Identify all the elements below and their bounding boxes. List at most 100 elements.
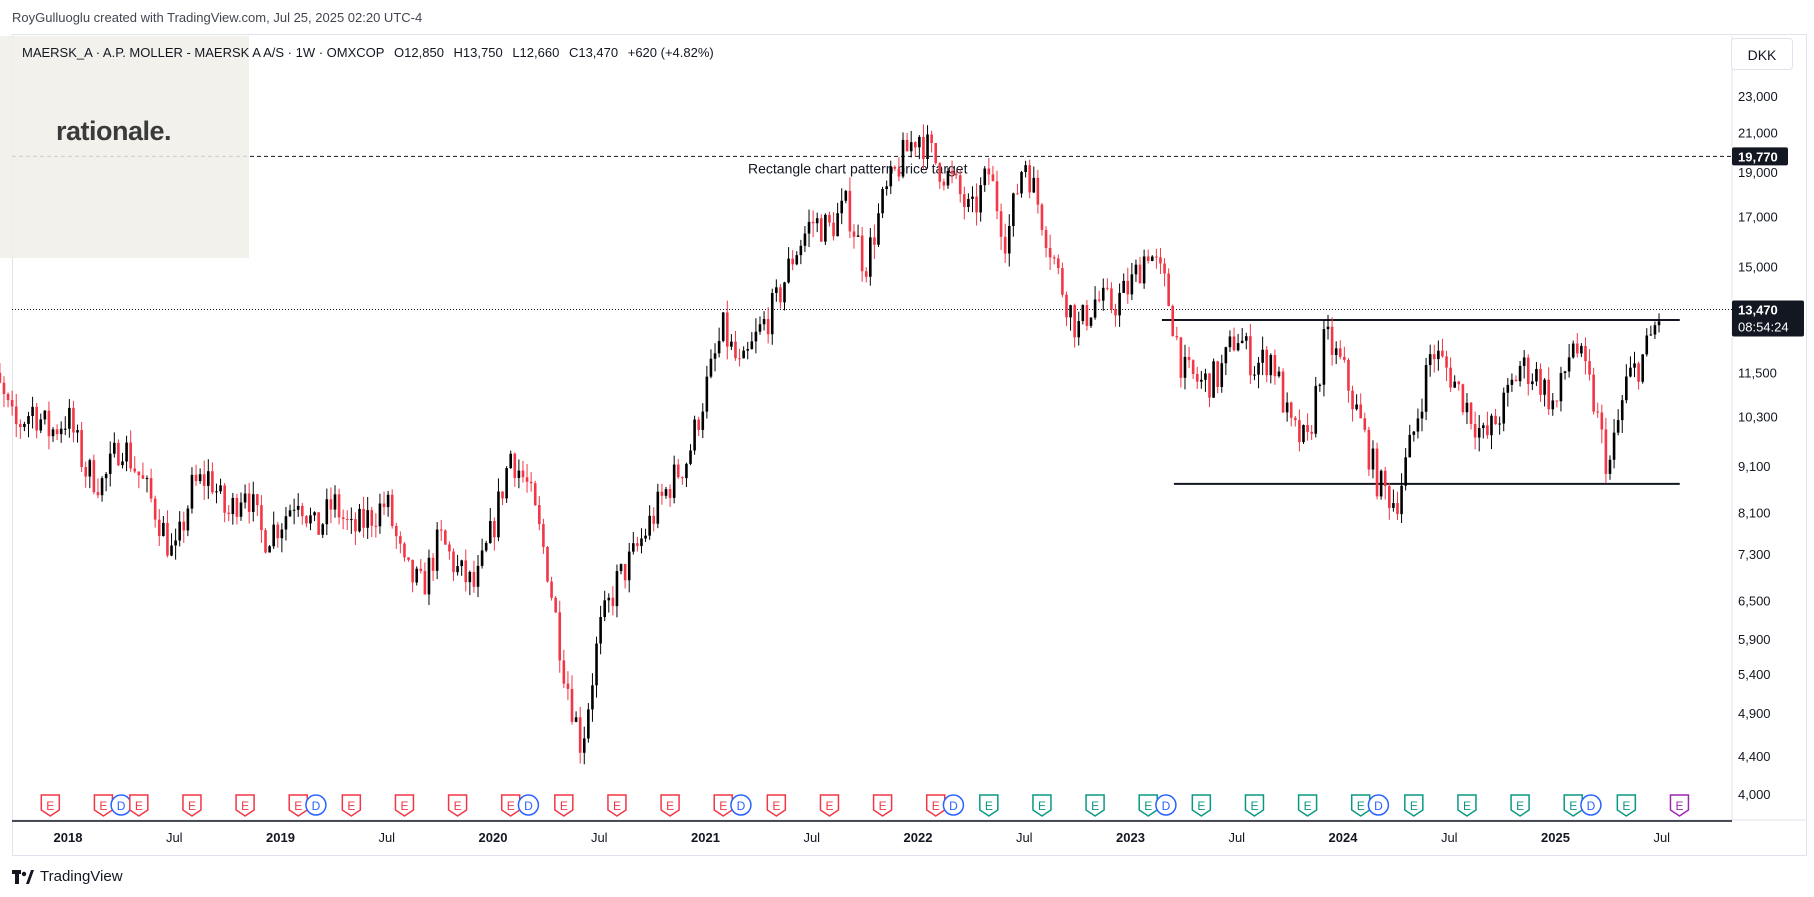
candle bbox=[587, 703, 590, 743]
candle-body bbox=[1600, 412, 1604, 430]
candle bbox=[1338, 340, 1342, 360]
candle-body bbox=[493, 521, 496, 538]
currency-button[interactable]: DKK bbox=[1731, 38, 1793, 70]
candle bbox=[1531, 373, 1534, 391]
candle-body bbox=[1596, 411, 1600, 413]
candle-body bbox=[251, 494, 255, 512]
candle bbox=[1514, 375, 1518, 382]
candle-body bbox=[1486, 425, 1489, 436]
candle-body bbox=[113, 442, 116, 454]
candle-body bbox=[623, 564, 627, 581]
candle-body bbox=[1163, 263, 1166, 274]
candle bbox=[987, 157, 991, 185]
earnings-marker: E bbox=[182, 794, 202, 817]
x-tick-label: 2025 bbox=[1541, 830, 1570, 845]
candle bbox=[350, 507, 353, 534]
candle-body bbox=[1580, 345, 1583, 354]
candle bbox=[795, 251, 799, 266]
dividend-marker-shape bbox=[730, 794, 752, 816]
candle bbox=[76, 424, 79, 443]
candle bbox=[693, 415, 696, 455]
candle bbox=[1588, 349, 1591, 381]
candle bbox=[509, 450, 513, 469]
candle-body bbox=[1048, 247, 1052, 258]
candle bbox=[1563, 370, 1567, 380]
event-marker-letter: D bbox=[1587, 799, 1596, 813]
candle-body bbox=[1616, 420, 1620, 433]
candle bbox=[881, 186, 884, 219]
candle bbox=[770, 288, 774, 345]
candle bbox=[570, 675, 574, 725]
candle bbox=[1555, 400, 1559, 408]
candle bbox=[59, 421, 63, 443]
tradingview-brand[interactable]: TradingView bbox=[12, 868, 123, 885]
candle bbox=[550, 576, 553, 601]
x-tick-label: 2020 bbox=[479, 830, 508, 845]
candle bbox=[877, 203, 880, 247]
candle bbox=[129, 430, 132, 472]
candle bbox=[525, 463, 529, 493]
candle bbox=[1616, 409, 1620, 436]
candle bbox=[1653, 321, 1657, 340]
candle bbox=[166, 510, 169, 558]
candle bbox=[566, 671, 570, 701]
y-tick-label: 9,100 bbox=[1738, 459, 1771, 474]
candle-body bbox=[427, 557, 431, 595]
candle-body bbox=[1097, 299, 1101, 301]
candle-body bbox=[382, 503, 386, 508]
event-marker-letter: E bbox=[1569, 799, 1577, 813]
candle-body bbox=[697, 419, 700, 430]
candle-body bbox=[178, 521, 181, 541]
candle bbox=[174, 528, 177, 560]
candle bbox=[1277, 366, 1281, 378]
candle-body bbox=[844, 190, 848, 201]
candle-body bbox=[725, 312, 729, 347]
brand-name: TradingView bbox=[40, 868, 123, 885]
candle-body bbox=[362, 508, 365, 528]
candle-body bbox=[954, 173, 958, 176]
candle-body bbox=[1085, 305, 1089, 326]
earnings-marker-shape bbox=[1350, 794, 1371, 817]
candle-body bbox=[133, 468, 137, 472]
legend-high: H13,750 bbox=[453, 45, 503, 60]
candle bbox=[1003, 223, 1007, 263]
candle-body bbox=[1269, 354, 1273, 376]
earnings-marker-shape bbox=[1191, 794, 1212, 817]
candle bbox=[1155, 248, 1158, 269]
candle-body bbox=[901, 139, 905, 177]
candle bbox=[562, 649, 566, 689]
candle bbox=[775, 279, 778, 302]
candle-body bbox=[856, 235, 860, 237]
candle-body bbox=[1249, 336, 1252, 376]
legend-symbol[interactable]: MAERSK_A · A.P. MOLLER - MAERSK A A/S · … bbox=[22, 45, 385, 60]
event-marker-letter: E bbox=[241, 799, 249, 813]
candle bbox=[329, 487, 333, 524]
earnings-marker: E bbox=[394, 794, 415, 817]
candle bbox=[501, 491, 504, 506]
earnings-marker-shape bbox=[1510, 794, 1530, 817]
candle bbox=[762, 311, 766, 331]
earnings-marker: E bbox=[235, 794, 255, 817]
candle bbox=[1208, 372, 1211, 408]
candle-body bbox=[1334, 348, 1338, 355]
candle-body bbox=[162, 522, 165, 537]
event-marker-letter: E bbox=[1250, 799, 1258, 813]
candle-body bbox=[1224, 347, 1228, 364]
candle-body bbox=[268, 546, 271, 553]
candle bbox=[787, 247, 790, 284]
candle bbox=[909, 130, 913, 158]
candle-body bbox=[1326, 326, 1330, 330]
candle-body bbox=[411, 559, 414, 583]
candle bbox=[668, 484, 672, 507]
candle bbox=[517, 459, 521, 489]
last-price-badge bbox=[1732, 300, 1804, 337]
candle-body bbox=[141, 475, 145, 479]
legend-open: O12,850 bbox=[394, 45, 444, 60]
candle-body bbox=[444, 530, 447, 545]
candle bbox=[497, 478, 500, 542]
candle bbox=[1343, 346, 1346, 363]
candle bbox=[1110, 282, 1113, 314]
candle bbox=[1175, 326, 1179, 341]
candle bbox=[1273, 349, 1277, 385]
